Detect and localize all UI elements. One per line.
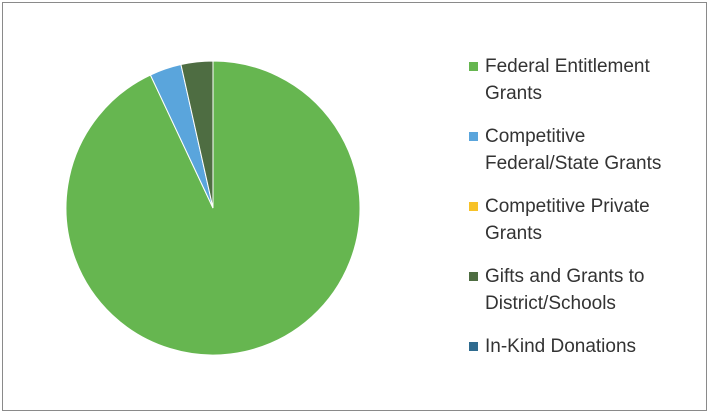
- legend-label-3: Gifts and Grants to District/Schools: [485, 266, 645, 314]
- legend-item-2: Competitive Private Grants: [469, 193, 709, 247]
- pie-slice-3: [180, 60, 214, 209]
- legend-swatch-4: [469, 342, 478, 351]
- legend-label-0: Federal Entitlement Grants: [485, 56, 650, 104]
- legend-swatch-0: [469, 62, 478, 71]
- legend-swatch-1: [469, 132, 478, 141]
- legend-item-0: Federal Entitlement Grants: [469, 53, 709, 107]
- legend-item-3: Gifts and Grants to District/Schools: [469, 263, 709, 317]
- legend-item-4: In-Kind Donations: [469, 333, 709, 360]
- legend: Federal Entitlement Grants Competitive Fe…: [469, 53, 709, 376]
- legend-label-2: Competitive Private Grants: [485, 196, 650, 244]
- legend-swatch-3: [469, 272, 478, 281]
- chart-area: Federal Entitlement Grants Competitive Fe…: [2, 2, 707, 411]
- legend-swatch-2: [469, 202, 478, 211]
- legend-label-1: Competitive Federal/State Grants: [485, 126, 662, 174]
- legend-label-4: In-Kind Donations: [485, 336, 637, 357]
- legend-item-1: Competitive Federal/State Grants: [469, 123, 709, 177]
- pie-chart: [65, 60, 361, 356]
